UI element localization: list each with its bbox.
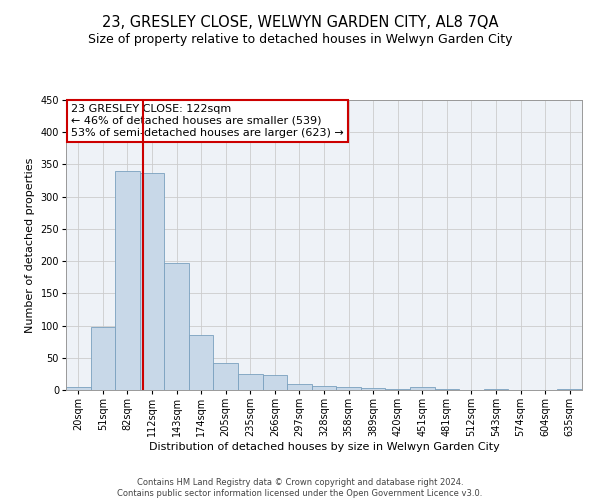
- Bar: [140, 174, 164, 390]
- Text: 23 GRESLEY CLOSE: 122sqm
← 46% of detached houses are smaller (539)
53% of semi-: 23 GRESLEY CLOSE: 122sqm ← 46% of detach…: [71, 104, 344, 138]
- Bar: [410, 387, 434, 390]
- Bar: [336, 388, 361, 390]
- Bar: [287, 384, 312, 390]
- Bar: [263, 375, 287, 390]
- Bar: [115, 171, 140, 390]
- Bar: [164, 263, 189, 390]
- Y-axis label: Number of detached properties: Number of detached properties: [25, 158, 35, 332]
- Text: 23, GRESLEY CLOSE, WELWYN GARDEN CITY, AL8 7QA: 23, GRESLEY CLOSE, WELWYN GARDEN CITY, A…: [102, 15, 498, 30]
- Bar: [385, 388, 410, 390]
- Text: Size of property relative to detached houses in Welwyn Garden City: Size of property relative to detached ho…: [88, 32, 512, 46]
- X-axis label: Distribution of detached houses by size in Welwyn Garden City: Distribution of detached houses by size …: [149, 442, 499, 452]
- Bar: [312, 386, 336, 390]
- Bar: [361, 388, 385, 390]
- Bar: [66, 387, 91, 390]
- Bar: [189, 335, 214, 390]
- Text: Contains HM Land Registry data © Crown copyright and database right 2024.
Contai: Contains HM Land Registry data © Crown c…: [118, 478, 482, 498]
- Bar: [238, 374, 263, 390]
- Bar: [91, 328, 115, 390]
- Bar: [214, 363, 238, 390]
- Bar: [557, 388, 582, 390]
